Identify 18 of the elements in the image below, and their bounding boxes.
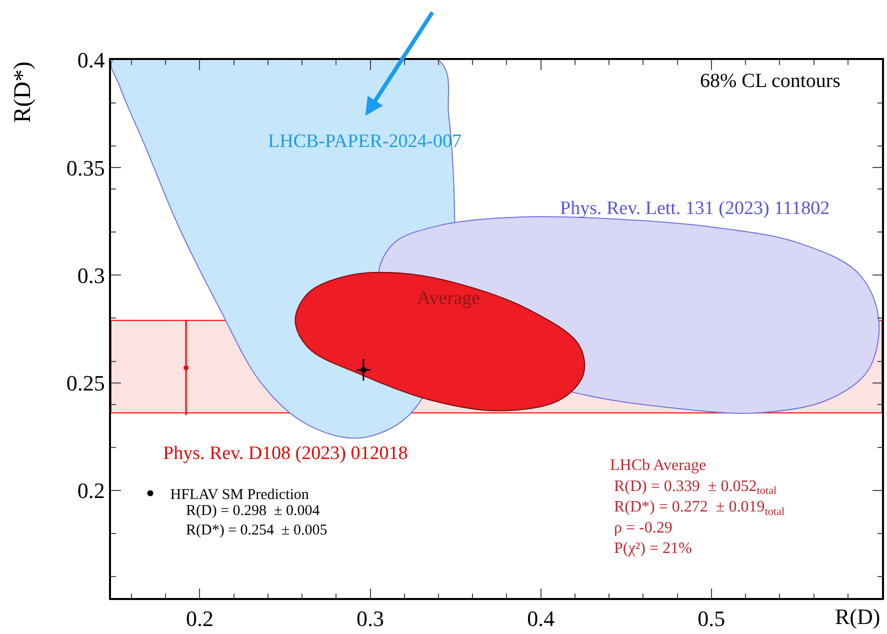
x-tick-label: 0.3 [356, 606, 384, 632]
x-tick-label: 0.2 [186, 606, 214, 632]
text: LHCb Average R(D) = 0.339 ± 0.052$_{total}$ R(D*) = 0.272 ± 0.019$_{total}$ ρ = -0.29 P(χ²) = 21% [610, 457, 785, 558]
y-axis-title: R(D*) [10, 62, 36, 123]
annotation: Phys. Rev. Lett. 131 (2023) 111802 [560, 198, 830, 219]
annotation: 68% CL contours [700, 70, 841, 92]
y-tick-label: 0.2 [77, 478, 105, 504]
legend-label: HFLAV SM Prediction [170, 487, 310, 504]
x-axis-title: R(D) [835, 604, 880, 629]
y-tick-label: 0.25 [66, 370, 105, 396]
y-tick-label: 0.35 [66, 155, 105, 180]
annotation: R(D) = 0.298 ± 0.004 R(D*) = 0.254 ± 0.005 [186, 503, 328, 538]
annotation: Average [417, 288, 480, 309]
x-tick-label: 0.4 [527, 606, 555, 632]
x-tick-label: 0.5 [698, 606, 726, 632]
annotation: Phys. Rev. D108 (2023) 012018 [163, 443, 408, 464]
y-tick-label: 0.3 [77, 262, 105, 288]
y-tick-label: 0.4 [77, 48, 105, 73]
